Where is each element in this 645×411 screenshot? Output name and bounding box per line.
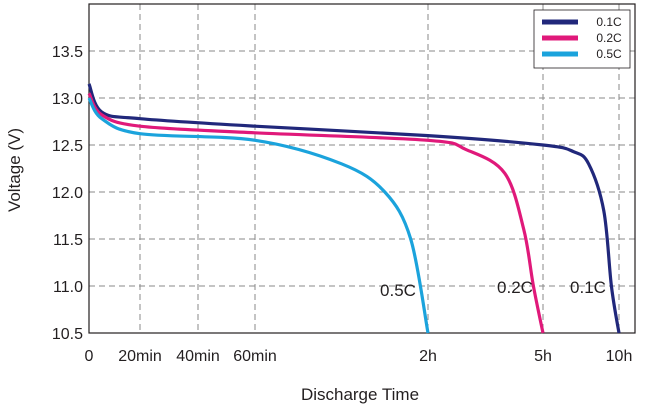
series-line-0.2C [87, 92, 545, 334]
legend-label: 0.5C [596, 47, 622, 61]
y-tick-label: 12.0 [52, 185, 83, 202]
y-tick-label: 11.5 [53, 232, 83, 249]
y-tick-label: 13.0 [52, 91, 83, 108]
curve-annotation: 0.5C [380, 281, 416, 300]
y-tick-labels: 10.5 11.0 11.5 12.0 12.5 13.0 13.5 [52, 44, 83, 343]
y-axis-label: Voltage (V) [5, 128, 24, 212]
x-axis-label: Discharge Time [301, 385, 419, 404]
curve-annotations: 0.5C 0.2C 0.1C [380, 278, 606, 300]
legend: 0.1C 0.2C 0.5C [533, 9, 631, 69]
y-tick-label: 10.5 [52, 326, 83, 343]
y-tick-label: 11.0 [53, 279, 83, 296]
curve-annotation: 0.2C [497, 278, 533, 297]
x-tick-label: 10h [606, 348, 633, 365]
series-line-0.5C [87, 97, 430, 334]
x-tick-label: 2h [419, 348, 437, 365]
x-tick-label: 60min [233, 348, 277, 365]
curve-annotation: 0.1C [570, 278, 606, 297]
x-tick-label: 5h [534, 348, 552, 365]
x-tick-label: 0 [85, 348, 94, 365]
x-tick-label: 20min [118, 348, 162, 365]
curves [87, 83, 621, 334]
x-tick-labels: 0 20min 40min 60min 2h 5h 10h [85, 348, 633, 365]
plot-frame [88, 3, 636, 334]
legend-label: 0.2C [596, 31, 622, 45]
y-tick-label: 12.5 [52, 138, 83, 155]
x-tick-label: 40min [176, 348, 220, 365]
legend-label: 0.1C [596, 15, 622, 29]
series-line-0.1C [87, 83, 621, 334]
y-tick-label: 13.5 [52, 44, 83, 61]
